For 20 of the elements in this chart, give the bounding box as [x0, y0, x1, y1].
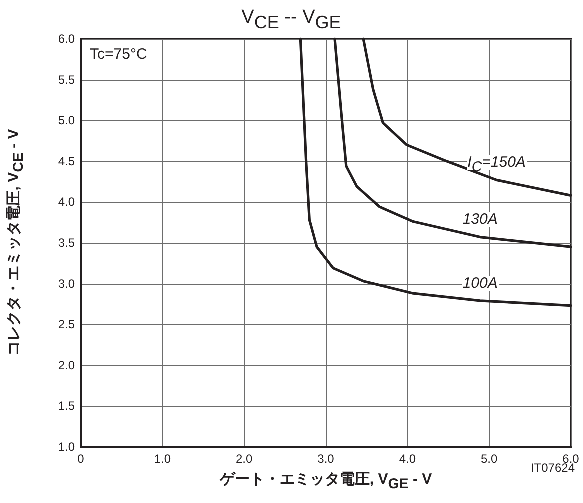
y-tick-label: 5.0 — [58, 114, 76, 128]
y-tick-label: 5.5 — [58, 72, 76, 87]
x-tick-label: 5.0 — [480, 452, 498, 466]
y-tick-label: 3.0 — [58, 276, 76, 291]
series-label: 130A — [462, 211, 499, 228]
x-tick-label: 1.0 — [154, 452, 172, 466]
x-tick-label: 4.0 — [399, 452, 416, 466]
x-tick-label: 2.0 — [236, 452, 253, 466]
y-tick-label: 2.5 — [58, 318, 76, 332]
y-tick-label: 1.0 — [58, 440, 76, 454]
y-tick-label: 1.5 — [58, 399, 76, 414]
y-tick-label: 4.5 — [58, 154, 76, 168]
y-tick-label: 2.0 — [58, 358, 76, 372]
x-tick-label: 3.0 — [318, 452, 335, 466]
x-tick-label: 0 — [78, 452, 85, 466]
y-tick-label: 4.0 — [58, 195, 76, 210]
y-tick-label: 6.0 — [58, 32, 76, 46]
annotation: Tc=75°C — [90, 46, 148, 63]
y-tick-label: 3.5 — [58, 236, 76, 250]
series-label: 100A — [462, 274, 499, 292]
